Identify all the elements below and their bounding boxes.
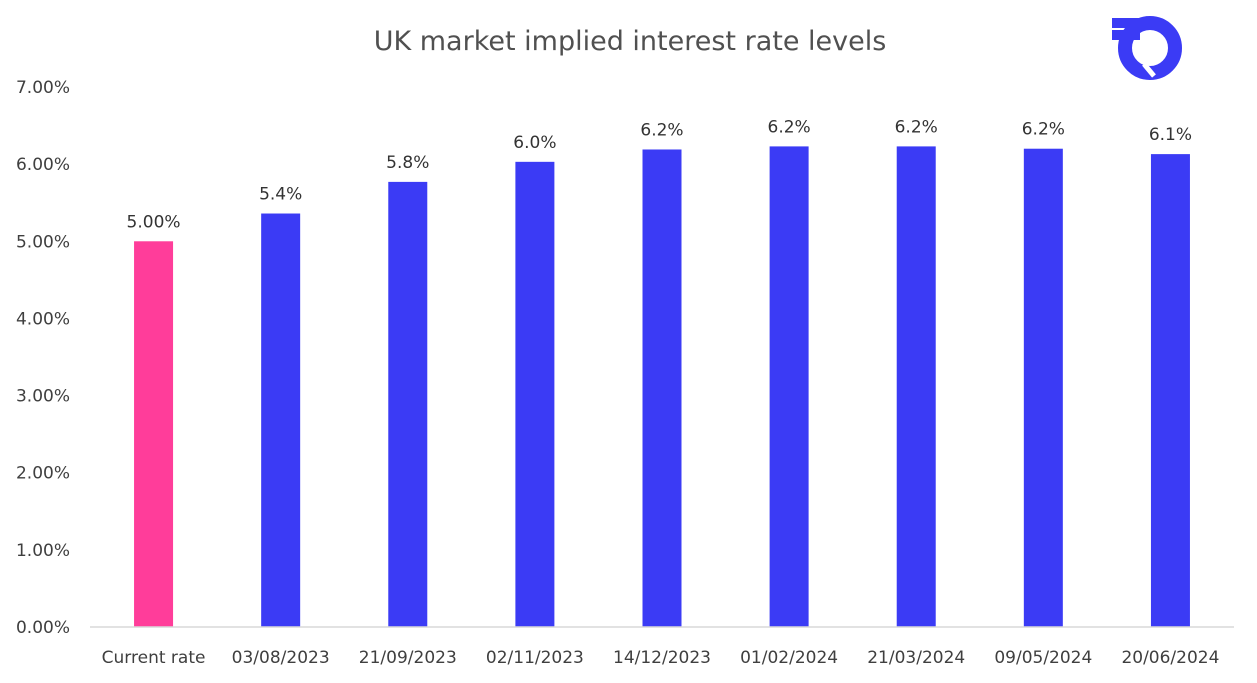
bar — [261, 213, 301, 627]
x-tick-label: Current rate — [102, 648, 206, 668]
y-tick-label: 0.00% — [16, 618, 70, 638]
data-label: 5.4% — [259, 185, 302, 205]
bar — [388, 181, 428, 627]
y-tick-label: 3.00% — [16, 387, 70, 407]
x-tick-label: 21/09/2023 — [359, 648, 457, 668]
bar — [515, 161, 555, 628]
data-label: 5.00% — [127, 212, 181, 232]
x-tick-label: 14/12/2023 — [613, 648, 711, 668]
y-tick-label: 6.00% — [16, 155, 70, 175]
data-labels: 5.00% 5.4% 5.8% 6.0% 6.2% 6.2% 6.2% 6.2% 6.1% — [127, 117, 1192, 232]
x-tick-label: 01/02/2024 — [740, 648, 838, 668]
bar — [896, 146, 936, 627]
chart-title: UK market implied interest rate levels — [374, 26, 887, 57]
bars — [134, 146, 1190, 628]
bar — [134, 241, 174, 628]
data-label: 6.2% — [1022, 120, 1065, 140]
data-label: 6.1% — [1149, 125, 1192, 145]
x-axis-ticks: Current rate 03/08/2023 21/09/2023 02/11/20… — [102, 648, 1220, 668]
bar — [1150, 154, 1190, 627]
x-tick-label: 02/11/2023 — [486, 648, 584, 668]
data-label: 6.0% — [513, 133, 556, 153]
y-axis-ticks: 0.00% 1.00% 2.00% 3.00% 4.00% 5.00% 6.00% 7.00% — [16, 78, 70, 638]
x-tick-label: 03/08/2023 — [232, 648, 330, 668]
data-label: 6.2% — [768, 117, 811, 137]
y-tick-label: 2.00% — [16, 464, 70, 484]
y-tick-label: 7.00% — [16, 78, 70, 98]
data-label: 5.8% — [386, 153, 429, 173]
x-tick-label: 20/06/2024 — [1121, 648, 1219, 668]
bar — [769, 146, 809, 627]
y-tick-label: 5.00% — [16, 232, 70, 252]
y-tick-label: 1.00% — [16, 541, 70, 561]
x-tick-label: 09/05/2024 — [994, 648, 1092, 668]
brand-logo-icon — [1112, 16, 1182, 80]
data-label: 6.2% — [895, 117, 938, 137]
data-label: 6.2% — [640, 120, 683, 140]
y-tick-label: 4.00% — [16, 309, 70, 329]
x-tick-label: 21/03/2024 — [867, 648, 965, 668]
bar — [1023, 148, 1063, 627]
bar — [642, 149, 682, 627]
